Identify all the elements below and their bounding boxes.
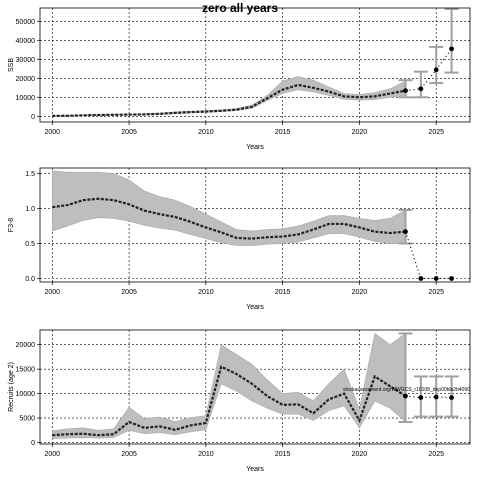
- x-tick-label: 2005: [121, 451, 137, 458]
- y-tick-label: 1.5: [25, 171, 35, 178]
- y-tick-label: 30000: [16, 57, 36, 64]
- forecast-point: [433, 276, 439, 281]
- panel-3: 2000 2005 2010 2015 2020 2025 0 5000 10000 15000 2…: [8, 329, 471, 473]
- y-axis-title: F3-8: [8, 218, 15, 233]
- estimate-line: [52, 83, 406, 118]
- x-tick-label: 2015: [275, 129, 291, 136]
- forecast-point: [418, 86, 424, 92]
- forecast-line: [405, 395, 452, 399]
- y-tick-label: 0: [31, 440, 35, 447]
- x-tick-label: 2015: [275, 289, 291, 296]
- x-axis-title: Years: [246, 304, 264, 311]
- x-axis-title: Years: [246, 144, 264, 151]
- y-tick-label: 0: [31, 114, 35, 121]
- y-tick-label: 10000: [16, 391, 36, 398]
- estimate-line: [52, 197, 406, 240]
- panel-2: 2000 2005 2010 2015 2020 2025 0.0 0.5 1.0 1.5 Year…: [8, 167, 471, 311]
- forecast-point: [418, 276, 424, 281]
- forecast-point: [449, 395, 454, 400]
- x-tick-label: 2015: [275, 451, 291, 458]
- plot-frame: [39, 7, 471, 123]
- x-tick-label: 2010: [198, 289, 214, 296]
- forecast-point: [449, 46, 454, 52]
- y-tick-label: 0.5: [25, 241, 35, 248]
- forecast-point: [403, 393, 408, 399]
- x-tick-label: 2005: [121, 129, 137, 136]
- y-axis-title: SSB: [8, 58, 15, 72]
- x-tick-label: 2000: [44, 451, 60, 458]
- y-tick-label: 5000: [19, 416, 35, 423]
- forecast-point: [403, 229, 408, 235]
- forecast-point: [418, 395, 424, 400]
- y-tick-label: 15000: [16, 367, 36, 374]
- forecast-point: [403, 88, 408, 94]
- plot-frame: [39, 167, 471, 283]
- plot-frame: [39, 329, 471, 445]
- panel-1: 2000 2005 2010 2015 2020 2025 0 10000 20000 30000…: [8, 7, 471, 151]
- x-tick-label: 2020: [352, 129, 368, 136]
- confidence-band: [51, 332, 406, 439]
- forecast-point: [449, 276, 454, 281]
- y-tick-label: 0.0: [25, 276, 35, 283]
- forecast-line: [405, 48, 453, 92]
- x-axis-title: Years: [246, 466, 264, 473]
- y-tick-label: 20000: [16, 342, 36, 349]
- x-tick-label: 2025: [428, 451, 444, 458]
- y-tick-label: 20000: [16, 76, 36, 83]
- forecast-point: [433, 67, 439, 73]
- y-tick-label: 1.0: [25, 206, 35, 213]
- forecast-point: [433, 394, 439, 400]
- source-annotation: stockassessment.org/WWGCS_r10108_dep00bl…: [343, 387, 470, 393]
- x-tick-label: 2000: [44, 129, 60, 136]
- x-tick-label: 2000: [44, 289, 60, 296]
- x-tick-label: 2010: [198, 451, 214, 458]
- estimate-line: [52, 365, 407, 437]
- x-tick-label: 2025: [428, 289, 444, 296]
- y-tick-label: 40000: [16, 38, 36, 45]
- x-tick-label: 2025: [428, 129, 444, 136]
- x-tick-label: 2010: [198, 129, 214, 136]
- forecast-line: [404, 231, 452, 280]
- y-axis-title: Recruits (age 2): [8, 362, 15, 412]
- y-tick-label: 10000: [16, 95, 36, 102]
- x-tick-label: 2020: [352, 289, 368, 296]
- y-tick-label: 50000: [16, 19, 36, 26]
- x-tick-label: 2005: [121, 289, 137, 296]
- x-tick-label: 2020: [352, 451, 368, 458]
